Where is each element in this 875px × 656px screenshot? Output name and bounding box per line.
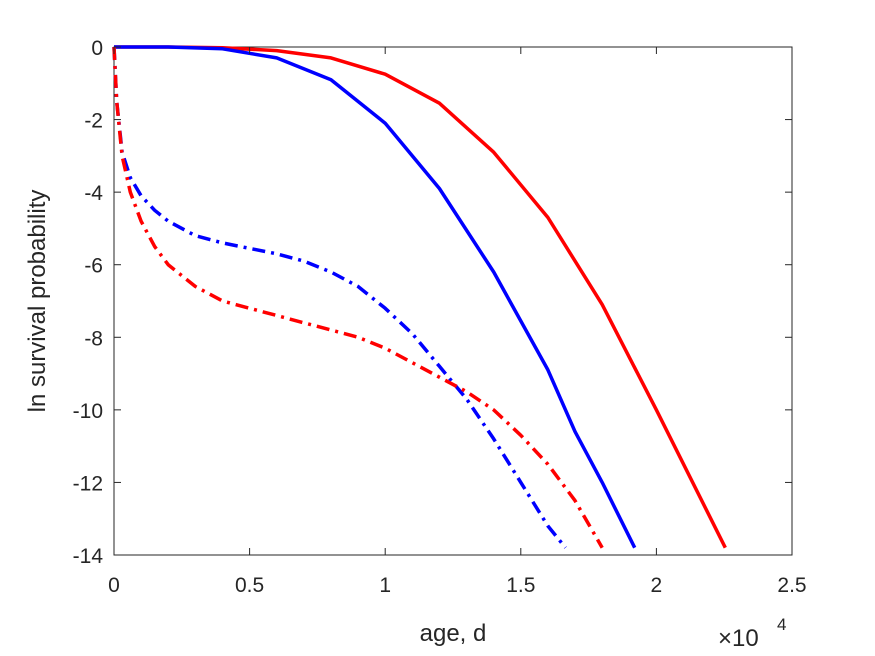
x-axis-label: age, d [420, 620, 487, 647]
x-axis-exponent-power: 4 [777, 615, 786, 634]
x-axis-exponent: ×10 4 [718, 615, 786, 652]
x-axis-exponent-base: ×10 [718, 625, 759, 652]
y-tick-label: -14 [73, 545, 104, 568]
x-tick-label: 0.5 [235, 574, 264, 597]
x-tick-label: 1.5 [506, 574, 535, 597]
series-layer [112, 45, 727, 549]
y-tick-label: -4 [84, 182, 103, 205]
y-tick-label: -2 [84, 110, 103, 133]
series-line-3 [112, 46, 567, 549]
x-tick-label: 2 [651, 574, 663, 597]
y-tick-label: -8 [84, 327, 103, 350]
y-tick-label: -10 [73, 400, 103, 423]
x-tick-label: 0 [108, 574, 120, 597]
y-tick-label: -12 [73, 472, 103, 495]
x-axis-ticks: 0 0.5 1 1.5 2 2.5 [108, 47, 807, 597]
x-tick-label: 1 [379, 574, 391, 597]
y-tick-label: 0 [91, 37, 103, 60]
y-tick-label: -6 [84, 255, 103, 278]
x-tick-label: 2.5 [777, 574, 806, 597]
series-line-2 [114, 45, 637, 549]
y-axis-ticks: 0 -2 -4 -6 -8 -10 -12 -14 [73, 37, 792, 568]
plot-area [113, 46, 793, 556]
y-axis-label: ln survival probability [24, 190, 51, 413]
